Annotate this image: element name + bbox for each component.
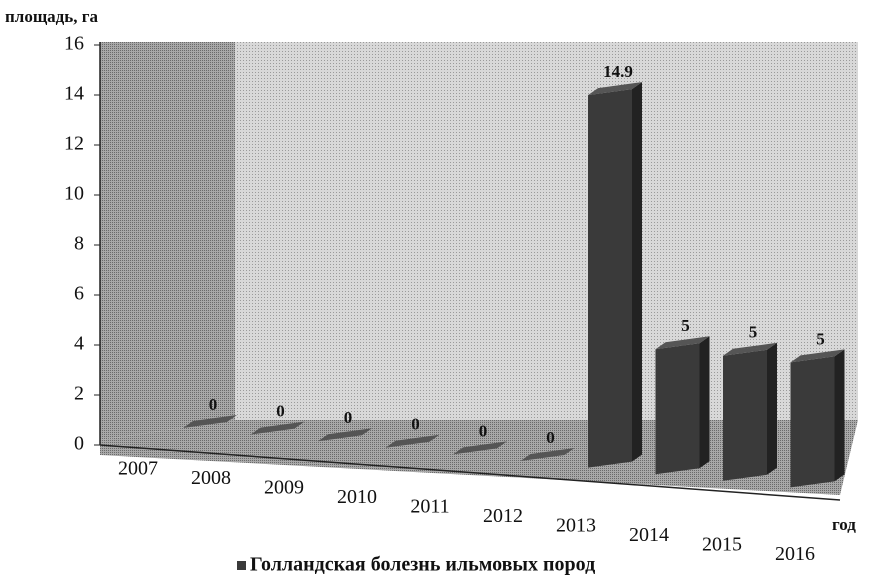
x-tick-label: 2008 [191,467,231,489]
y-tick-label: 12 [64,133,84,155]
bar-face [520,448,575,461]
bar-face [183,415,237,428]
data-label: 0 [546,428,555,447]
y-tick-label: 4 [74,333,84,355]
bar [655,336,710,475]
y-tick-label: 0 [74,433,84,455]
bar-face [723,349,767,481]
legend-label: Голландская болезнь ильмовых пород [250,554,595,576]
bar-face [318,428,372,442]
bar-face [767,342,777,475]
data-label: 5 [816,329,825,348]
bar-face [453,441,507,455]
y-tick-label: 6 [74,283,84,305]
y-tick-label: 8 [74,233,84,255]
bar-face [632,82,642,462]
bar [183,415,237,428]
bar [385,434,440,448]
bar-face [834,349,845,482]
data-label: 5 [681,316,690,335]
bar-face [699,336,710,469]
x-axis-label: год [832,515,856,534]
data-label: 0 [411,415,420,434]
bar [453,441,507,455]
left-wall [100,42,235,440]
x-tick-label: 2009 [264,477,304,499]
x-tick-label: 2007 [118,458,158,480]
y-tick-label: 16 [64,33,84,55]
bar [723,342,777,481]
x-tick-label: 2015 [702,534,742,556]
data-label: 14.9 [603,62,633,81]
x-tick-label: 2012 [483,505,523,527]
legend-swatch [237,561,246,570]
bar [790,349,845,488]
x-tick-label: 2010 [337,486,377,508]
bar-face [723,342,777,356]
y-axis-label: площадь, га [5,7,98,26]
data-label: 0 [344,408,353,427]
data-label: 0 [209,395,218,414]
back-wall [235,42,858,420]
x-tick-label: 2013 [556,515,596,537]
data-label: 0 [276,402,285,421]
bar-face [655,343,700,475]
x-tick-label: 2011 [410,496,449,518]
x-tick-label: 2016 [775,543,815,565]
x-axis [99,444,841,501]
bar-face [588,89,632,468]
y-tick-label: 10 [64,183,84,205]
bar [588,82,642,468]
bar-face [250,421,305,435]
bar [520,448,575,461]
data-label: 5 [749,323,758,342]
x-tick-label: 2014 [629,524,669,546]
y-tick-label: 14 [64,83,84,105]
bar-face [588,82,642,96]
bar [318,428,372,442]
bar-face [655,336,710,350]
bar [250,421,305,435]
y-tick-label: 2 [74,383,84,405]
bar-face [790,349,845,363]
bar-face [385,434,440,448]
data-label: 0 [479,421,488,440]
bar-face [790,356,835,488]
